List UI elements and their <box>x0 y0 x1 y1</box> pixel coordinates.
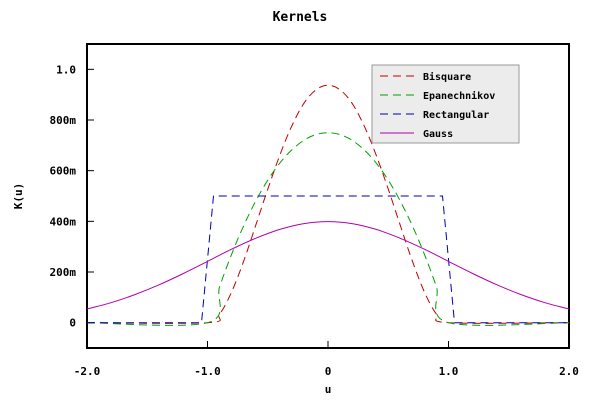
y-axis-label: K(u) <box>12 183 25 210</box>
y-tick-label: 600m <box>50 165 77 178</box>
series-line-bisquare <box>86 84 570 324</box>
series-line-epanechnikov <box>86 132 570 326</box>
legend-box <box>371 64 520 144</box>
series-line-gauss <box>86 221 570 310</box>
chart-title: Kernels <box>273 10 328 25</box>
x-tick-label: -1.0 <box>194 365 221 378</box>
x-tick-label: 1.0 <box>439 365 459 378</box>
legend: Bisquare Epanechnikov Rectangular Gauss <box>371 64 520 144</box>
y-tick-label: 400m <box>50 215 77 228</box>
y-tick-label: 1.0 <box>56 63 76 76</box>
legend-label-epanechnikov: Epanechnikov <box>423 90 495 102</box>
x-tick-label: -2.0 <box>74 365 101 378</box>
series-line-rectangular <box>87 195 569 324</box>
series-layer <box>86 84 570 326</box>
legend-label-gauss: Gauss <box>423 129 453 140</box>
x-tick-label: 0 <box>325 365 332 378</box>
y-axis: 0 200m 400m 600m 800m 1.0 <box>50 63 94 330</box>
y-tick-label: 200m <box>50 266 77 279</box>
x-tick-label: 2.0 <box>559 365 579 378</box>
legend-label-rectangular: Rectangular <box>423 110 489 121</box>
legend-label-bisquare: Bisquare <box>423 71 471 83</box>
x-axis: -2.0 -1.0 0 1.0 2.0 <box>74 341 579 378</box>
y-tick-label: 0 <box>69 317 76 330</box>
x-axis-label: u <box>325 383 332 396</box>
y-tick-label: 800m <box>50 114 77 127</box>
